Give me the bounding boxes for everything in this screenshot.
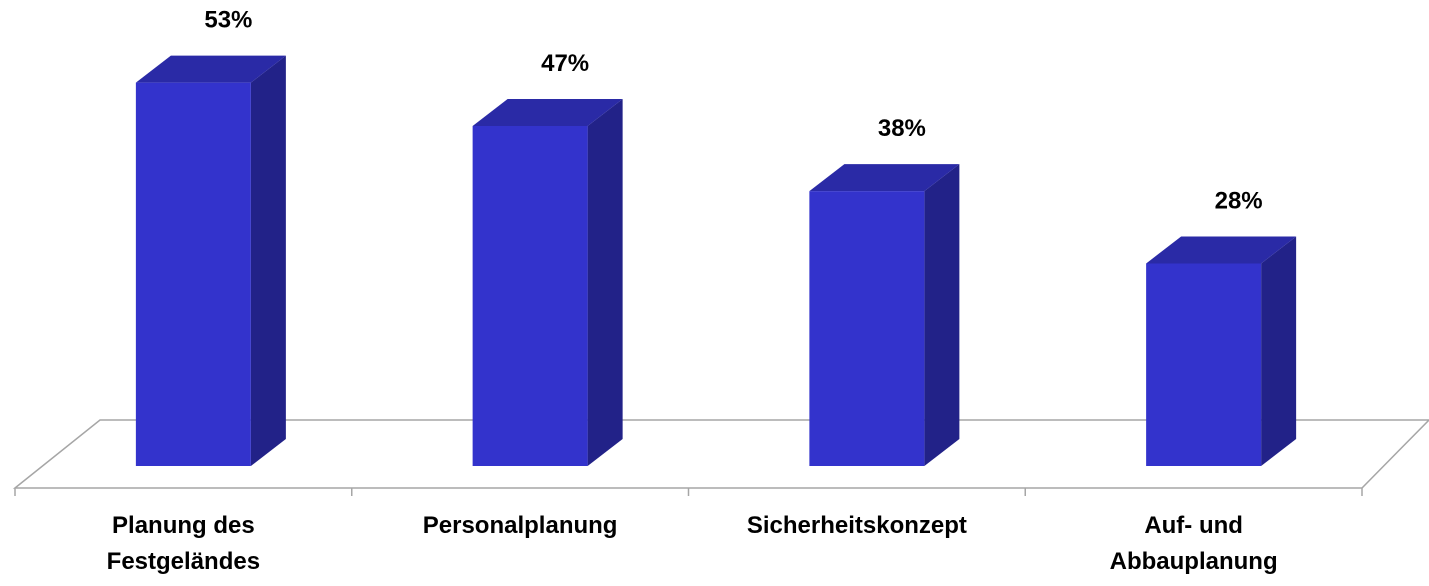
bar-top — [809, 164, 960, 192]
bar-top — [135, 55, 286, 83]
data-label: 28% — [1215, 187, 1263, 214]
bar-top — [1146, 236, 1297, 264]
bar — [809, 164, 960, 466]
bar-front — [1146, 263, 1262, 466]
data-label: 53% — [204, 7, 252, 34]
floor — [12, 419, 1429, 489]
bar-front — [472, 126, 588, 467]
data-label: 47% — [541, 50, 589, 77]
bar-front — [135, 82, 251, 466]
bar-front — [809, 191, 925, 466]
bar — [472, 99, 623, 467]
data-label: 38% — [878, 115, 926, 142]
bar-side — [587, 99, 623, 467]
bar-side — [924, 164, 960, 466]
x-tick-label: Planung des Festgeländes — [106, 512, 261, 575]
bar — [1146, 236, 1297, 466]
x-tick-label: Personalplanung — [422, 512, 618, 539]
bar-side — [250, 55, 286, 467]
x-tick-label: Sicherheitskonzept — [746, 512, 967, 539]
x-tick-label: Auf- und Abbauplanung — [1109, 512, 1278, 575]
bar-side — [1261, 236, 1297, 466]
bar — [135, 55, 286, 467]
bar-top — [472, 99, 623, 127]
